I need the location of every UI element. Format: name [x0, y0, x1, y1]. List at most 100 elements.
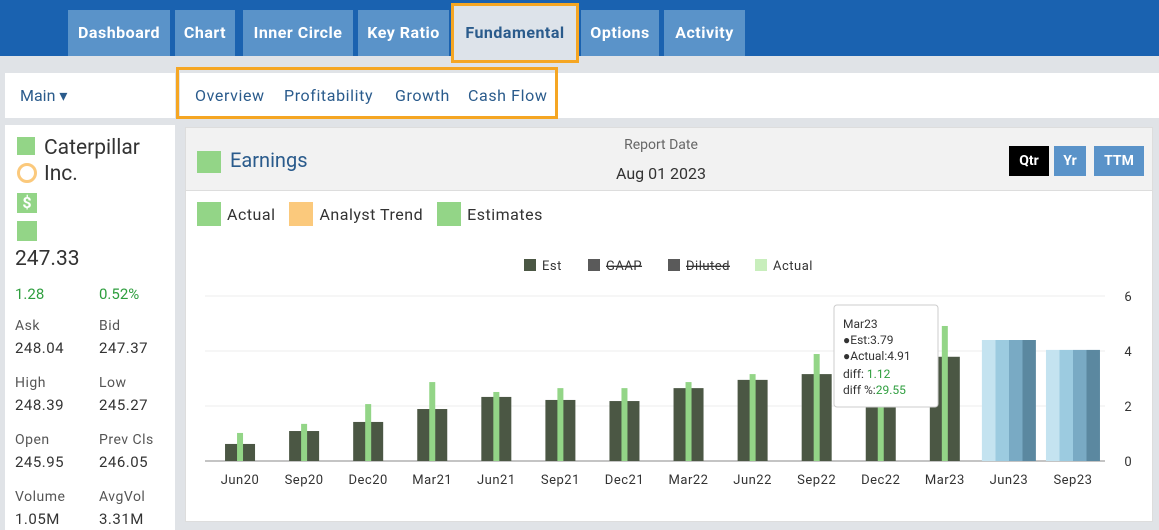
bar	[981, 340, 1036, 461]
tooltip-part: 1.12	[867, 367, 891, 381]
x-tick-label: Jun22	[733, 473, 772, 488]
field-label: Bid	[99, 318, 121, 334]
company-name: Caterpillar Inc.	[44, 136, 140, 186]
legend-label[interactable]: Estimates	[467, 205, 543, 224]
nav-tab[interactable]: Activity	[664, 10, 745, 56]
legend-label: Est	[542, 259, 562, 274]
nav-tab[interactable]: Dashboard	[68, 10, 170, 56]
legend-label: GAAP	[606, 259, 642, 274]
legend-swatch	[437, 202, 462, 226]
legend-swatch	[524, 259, 536, 271]
tooltip-row: ●Est:3.79	[843, 333, 894, 347]
subtab[interactable]: Cash Flow	[468, 86, 548, 105]
x-tick-label: Jun21	[477, 473, 516, 488]
nav-tab[interactable]: Chart	[175, 10, 235, 56]
x-tick-label: Sep22	[797, 473, 836, 488]
x-tick-label: Dec22	[861, 473, 900, 488]
tooltip-row: diff: 1.12	[843, 367, 891, 381]
bar	[301, 423, 308, 461]
tooltip-part: 3.79	[870, 333, 893, 347]
bar	[813, 354, 820, 461]
field-label: High	[15, 375, 46, 391]
menu-label[interactable]: Main	[20, 86, 56, 105]
subtab[interactable]: Overview	[195, 86, 265, 105]
field-label: Volume	[15, 489, 66, 505]
legend-swatch	[668, 259, 680, 271]
bar	[493, 391, 500, 461]
nav-tab[interactable]: Fundamental	[451, 3, 579, 63]
icon	[17, 163, 37, 183]
legend-label[interactable]: Actual	[227, 205, 276, 224]
legend-swatch	[588, 259, 600, 271]
price: 247.33	[15, 247, 80, 271]
tooltip-part: diff %:	[843, 383, 876, 397]
icon: $	[17, 193, 37, 213]
x-tick-label: Sep23	[1053, 473, 1092, 488]
y-tick-label: 2	[1124, 400, 1131, 415]
x-tick-label: Jun20	[221, 473, 260, 488]
period-button[interactable]: Qtr	[1009, 146, 1049, 176]
x-tick-label: Sep21	[541, 473, 580, 488]
x-tick-label: Mar23	[925, 473, 965, 488]
field-value: 248.39	[15, 396, 65, 414]
field-label: AvgVol	[99, 489, 146, 505]
bar	[429, 382, 436, 461]
legend-label: Actual	[773, 259, 813, 274]
icon	[17, 137, 35, 155]
field-label: Low	[99, 375, 127, 391]
nav-tab[interactable]: Inner Circle	[243, 10, 353, 56]
legend-label[interactable]: Analyst Trend	[319, 205, 424, 224]
report-date: Aug 01 2023	[615, 164, 707, 183]
y-tick-label: 6	[1124, 290, 1131, 305]
y-tick-label: 0	[1124, 455, 1131, 470]
x-tick-label: Dec20	[349, 473, 388, 488]
icon	[197, 151, 221, 173]
period-button[interactable]: TTM	[1094, 146, 1144, 176]
report-label: Report Date	[624, 137, 698, 153]
menu-box: Main ▾	[5, 73, 175, 118]
top-bar: Dashboard Chart Inner Circle Key Ratio Funda…	[0, 0, 1159, 63]
field-value: 248.04	[15, 339, 65, 357]
x-tick-label: Dec21	[605, 473, 644, 488]
icon	[17, 221, 37, 241]
x-tick-label: Jun23	[990, 473, 1029, 488]
field-label: Prev Cls	[99, 432, 154, 448]
period-button[interactable]: Yr	[1054, 146, 1086, 176]
menu-dropdown[interactable]: Main ▾	[20, 86, 68, 105]
bar	[365, 404, 372, 461]
field-value: 246.05	[99, 453, 149, 471]
tooltip-row: diff %:29.55	[843, 383, 906, 397]
tooltip-part: ●Actual:	[843, 349, 887, 363]
field-value: 245.95	[15, 453, 65, 471]
panel-header: Earnings Report Date Aug 01 2023 Qtr Yr TT…	[186, 128, 1152, 191]
field-value: 247.37	[99, 339, 149, 357]
legend-label: Diluted	[686, 259, 730, 274]
x-tick-label: Sep20	[285, 473, 324, 488]
subtab[interactable]: Profitability	[284, 86, 374, 105]
tooltip-box	[833, 304, 939, 408]
legend-swatch	[289, 202, 314, 226]
bar	[1045, 349, 1100, 461]
x-tick-label: Mar21	[412, 473, 452, 488]
field-value: 3.31M	[99, 510, 144, 528]
tooltip-title: Mar23	[843, 317, 878, 331]
field-value: 245.27	[99, 396, 149, 414]
y-tick-label: 4	[1124, 345, 1132, 360]
highlight-box	[176, 67, 558, 119]
tooltip-part: 4.91	[887, 349, 910, 363]
change-pct: 0.52%	[99, 285, 140, 303]
nav-tab[interactable]: Key Ratio	[358, 10, 449, 56]
bar	[685, 382, 692, 461]
bar	[621, 388, 628, 461]
x-tick-label: Mar22	[669, 473, 709, 488]
legend-swatch	[755, 259, 767, 271]
tooltip-row: ●Actual:4.91	[843, 349, 911, 363]
nav-tab[interactable]: Options	[581, 10, 659, 56]
subtab[interactable]: Growth	[395, 86, 450, 105]
quote-panel: $ Caterpillar Inc. 247.33 1.28 0.52% Ask…	[5, 125, 175, 530]
field-label: Open	[15, 432, 50, 448]
bar	[941, 325, 948, 461]
field-label: Ask	[15, 318, 40, 334]
